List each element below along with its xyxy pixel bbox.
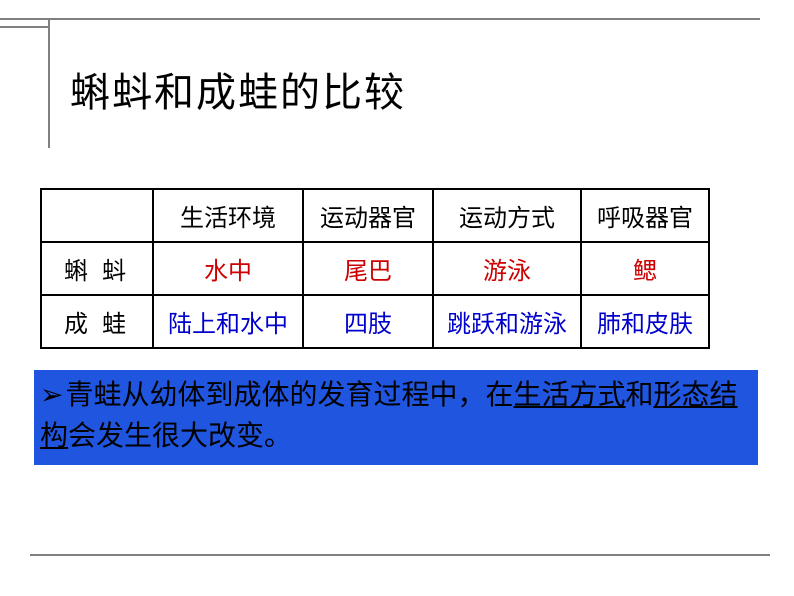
cell-tadpole-organ: 尾巴: [303, 242, 433, 295]
cell-frog-env: 陆上和水中: [153, 295, 303, 348]
comparison-table: 生活环境 运动器官 运动方式 呼吸器官 蝌 蚪 水中 尾巴 游泳 鳃 成 蛙 陆…: [40, 188, 710, 349]
deco-line-top: [0, 18, 760, 20]
row-label-tadpole: 蝌 蚪: [41, 242, 153, 295]
bullet-icon: ➢: [40, 380, 63, 411]
summary-callout: ➢青蛙从幼体到成体的发育过程中，在生活方式和形态结构会发生很大改变。: [34, 370, 758, 465]
page-title: 蝌蚪和成蛙的比较: [70, 60, 406, 118]
table-header-row: 生活环境 运动器官 运动方式 呼吸器官: [41, 189, 709, 242]
table-row-tadpole: 蝌 蚪 水中 尾巴 游泳 鳃: [41, 242, 709, 295]
cell-tadpole-motion: 游泳: [433, 242, 581, 295]
deco-line-short: [0, 26, 50, 28]
header-organ: 运动器官: [303, 189, 433, 242]
cell-frog-motion: 跳跃和游泳: [433, 295, 581, 348]
cell-frog-organ: 四肢: [303, 295, 433, 348]
callout-segment: 生活方式: [513, 380, 625, 411]
deco-line-vert: [48, 18, 50, 148]
table-row-frog: 成 蛙 陆上和水中 四肢 跳跃和游泳 肺和皮肤: [41, 295, 709, 348]
header-motion: 运动方式: [433, 189, 581, 242]
callout-segment: 会发生很大改变。: [68, 421, 292, 452]
callout-segment: 和: [626, 380, 654, 411]
header-env: 生活环境: [153, 189, 303, 242]
cell-frog-breath: 肺和皮肤: [581, 295, 709, 348]
deco-line-bottom: [30, 554, 770, 556]
cell-tadpole-env: 水中: [153, 242, 303, 295]
header-blank: [41, 189, 153, 242]
header-breath: 呼吸器官: [581, 189, 709, 242]
callout-segment: 青蛙从幼体到成体的发育过程中，在: [65, 380, 513, 411]
callout-text: 青蛙从幼体到成体的发育过程中，在生活方式和形态结构会发生很大改变。: [40, 380, 738, 452]
row-label-frog: 成 蛙: [41, 295, 153, 348]
cell-tadpole-breath: 鳃: [581, 242, 709, 295]
